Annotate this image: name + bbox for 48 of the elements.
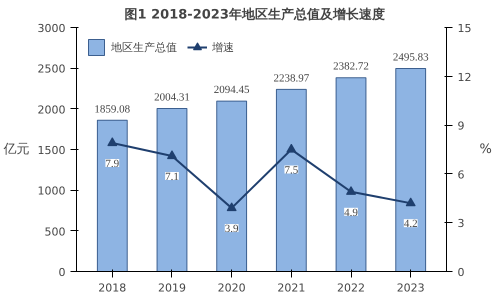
bar (336, 77, 366, 272)
bar (96, 120, 128, 272)
y-axis-title: 亿元 (2, 142, 30, 157)
y2-tick-label: 12 (458, 70, 472, 84)
point (166, 150, 177, 160)
legend-label: 增速 (212, 40, 234, 54)
y2-tick-label: 6 (458, 168, 464, 182)
bar (216, 100, 248, 272)
x-tick-label: 2018 (98, 282, 126, 294)
data-label: 2238.97 (273, 72, 310, 84)
data-label: 4.9 (344, 206, 358, 219)
x-tick-label: 2019 (158, 282, 186, 294)
data-label: 2495.83 (392, 52, 430, 64)
y-tick-label: 1000 (38, 184, 66, 198)
y-tick-label: 0 (58, 266, 66, 279)
x-tick-label: 2021 (277, 282, 306, 294)
point (406, 197, 416, 206)
x-tick-label: 2020 (218, 282, 246, 294)
data-label: 2094.45 (214, 84, 250, 96)
point (286, 144, 296, 153)
y2-tick-label: 3 (458, 217, 464, 230)
y2-axis-title: % (479, 142, 492, 157)
legend-label: 地区生产总值 (111, 40, 177, 54)
data-label: 2004.31 (154, 91, 190, 104)
y2-tick-label: 15 (458, 22, 472, 35)
bar (395, 68, 426, 272)
data-label: 3.9 (224, 223, 240, 236)
bar (156, 108, 188, 272)
x-tick-label: 2022 (337, 282, 366, 294)
y-tick-label: 2500 (38, 62, 66, 76)
y-tick-label: 1500 (38, 144, 66, 157)
y-tick-label: 3000 (38, 22, 66, 35)
x-tick-label: 2023 (396, 282, 425, 294)
data-label: 4.2 (404, 218, 418, 230)
chart-title: 图1 2018-2023年地区生产总值及增长速度 (124, 6, 385, 22)
bar (276, 88, 307, 272)
y2-tick-label: 0 (458, 266, 464, 279)
point (107, 137, 118, 146)
data-label: 1859.08 (94, 103, 131, 116)
y-tick-label: 2000 (38, 103, 66, 116)
data-label: 7.9 (105, 158, 120, 170)
data-label: 7.5 (284, 164, 299, 176)
data-label: 2382.72 (333, 60, 369, 73)
point (226, 202, 237, 212)
data-label: 7.1 (165, 171, 179, 184)
point (346, 186, 356, 195)
y-tick-label: 500 (44, 225, 66, 238)
y2-tick-label: 9 (458, 120, 464, 133)
